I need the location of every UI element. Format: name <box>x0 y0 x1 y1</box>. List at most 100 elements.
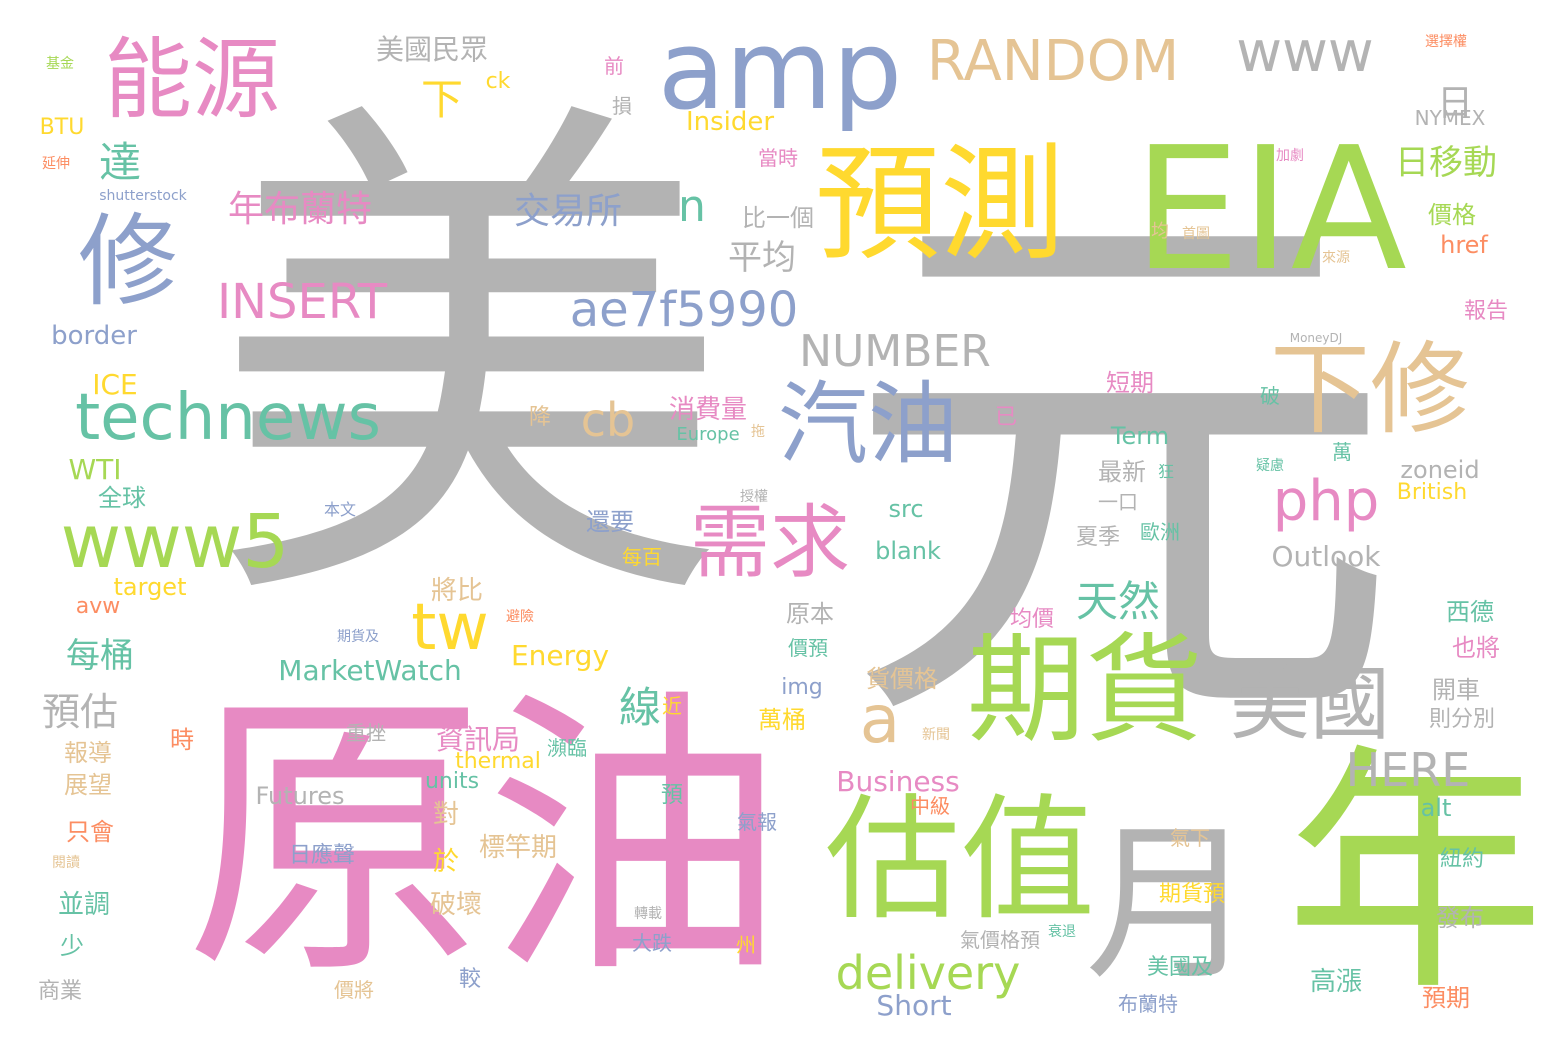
word-summer: 夏季 <box>1075 525 1121 550</box>
word-wti: WTI <box>68 453 122 486</box>
word-zoneid: zoneid <box>1400 456 1480 484</box>
word-latest: 最新 <box>1098 458 1146 486</box>
word-before: 前 <box>604 54 624 78</box>
word-day: 日 <box>1436 83 1474 124</box>
word-state: 州 <box>736 933 756 957</box>
word-global: 全球 <box>98 484 146 512</box>
word-first-image: 首圖 <box>1182 226 1210 242</box>
word-doubt: 疑慮 <box>1256 458 1284 474</box>
word-destroy: 破壞 <box>429 890 483 920</box>
word-thermal: thermal <box>455 749 541 774</box>
word-crazy: 狂 <box>1157 462 1175 481</box>
word-wan: 萬 <box>1332 440 1352 464</box>
word-estimate: 估值 <box>825 781 1095 939</box>
word-futures-and: 期貨及 <box>337 629 379 645</box>
word-usa-and: 美國及 <box>1146 955 1214 980</box>
word-price: 價格 <box>1428 201 1476 229</box>
word-10k-barrels: 萬桶 <box>758 706 806 734</box>
word-line: 線 <box>618 683 662 732</box>
word-amp: amp <box>657 6 903 134</box>
word-usa: 美國 <box>1230 658 1390 751</box>
word-day-response: 日應聲 <box>288 843 356 868</box>
word-only-will: 只會 <box>66 818 114 846</box>
word-originally: 原本 <box>786 600 834 628</box>
word-respectively: 則分別 <box>1428 707 1496 732</box>
word-marketwatch: MarketWatch <box>278 654 462 687</box>
word-ck: ck <box>485 69 511 94</box>
word-plunge: 大跌 <box>632 931 672 955</box>
word-drive: 開車 <box>1432 676 1480 704</box>
word-futures-fc: 期貨預 <box>1158 882 1226 907</box>
word-expected: 預期 <box>1422 984 1470 1012</box>
word-avw: avw <box>75 594 121 619</box>
word-energy-en: Energy <box>510 639 610 672</box>
word-fund: 基金 <box>46 56 74 72</box>
word-delivery: delivery <box>835 946 1021 1000</box>
word-avg-price: 均價 <box>1009 607 1055 632</box>
word-consumption: 消費量 <box>668 395 748 425</box>
word-recession: 衰退 <box>1048 924 1076 940</box>
word-outlook: Outlook <box>1271 540 1381 573</box>
word-intensify: 加劇 <box>1276 148 1304 164</box>
word-average: 平均 <box>728 238 796 278</box>
word-per-barrel: 每桶 <box>66 636 134 676</box>
word-a: a <box>859 681 901 758</box>
word-drag: 拖 <box>751 424 765 440</box>
word-img: img <box>781 675 823 700</box>
word-tw: tw <box>411 591 489 665</box>
word-units: units <box>424 769 480 794</box>
word-break: 破 <box>1260 384 1280 408</box>
word-shutterstock: shutterstock <box>99 188 187 204</box>
word-border: border <box>51 321 137 351</box>
word-alt: alt <box>1420 794 1452 822</box>
word-british: British <box>1396 480 1468 505</box>
word-natural: 天然 <box>1075 577 1161 626</box>
word-insert: INSERT <box>216 274 388 330</box>
word-info-bureau: 資訊局 <box>435 723 521 756</box>
word-still: 還要 <box>586 508 634 536</box>
word-insider: Insider <box>685 107 775 137</box>
word-yuan: 元 <box>840 144 1400 796</box>
word-ae7f5990: ae7f5990 <box>569 282 799 338</box>
word-repost: 轉載 <box>634 906 662 922</box>
word-mei: 美 <box>210 62 730 668</box>
word-blank: blank <box>875 537 941 565</box>
word-at: 於 <box>432 847 460 877</box>
word-cb: cb <box>580 393 636 447</box>
word-src: src <box>888 495 924 523</box>
word-day-moving: 日移動 <box>1395 143 1497 183</box>
word-random: RANDOM <box>926 29 1180 94</box>
word-www5: www5 <box>60 499 290 585</box>
word-ice: ICE <box>92 368 138 401</box>
word-nian: 年 <box>1285 724 1545 1026</box>
word-new-york: 紐約 <box>1439 847 1485 872</box>
word-crude-oil: 原油 <box>185 665 785 1014</box>
word-publish: 發布 <box>1436 904 1484 932</box>
word-short: Short <box>876 989 952 1022</box>
word-brent: 布蘭特 <box>1118 992 1178 1016</box>
word-hedge: 避險 <box>506 609 534 625</box>
word-near: 近 <box>662 694 682 718</box>
word-and-adjust: 並調 <box>57 890 111 920</box>
word-soaring: 高漲 <box>1309 967 1363 997</box>
word-benchmark: 標竿期 <box>478 833 558 863</box>
word-less: 少 <box>60 932 84 960</box>
word-per-hundred: 每百 <box>622 545 662 569</box>
word-will-compare: 將比 <box>430 576 484 606</box>
word-read: 閱讀 <box>52 855 80 871</box>
word-outlook-cn: 展望 <box>64 771 112 799</box>
word-source: 來源 <box>1322 250 1350 266</box>
word-futures-en: Futures <box>255 782 345 810</box>
word-time: 時 <box>170 726 194 754</box>
word-to: 對 <box>432 800 460 830</box>
word-news: 新聞 <box>922 727 950 743</box>
word-loss: 損 <box>612 94 632 118</box>
word-extend: 延伸 <box>42 156 70 172</box>
word-intermediate: 中級 <box>910 794 950 818</box>
word-commercial: 商業 <box>37 979 83 1004</box>
word-options: 選擇權 <box>1425 34 1467 50</box>
word-number: NUMBER <box>799 326 991 377</box>
word-goods-price: 貨價格 <box>866 665 938 693</box>
word-target: target <box>113 573 187 601</box>
